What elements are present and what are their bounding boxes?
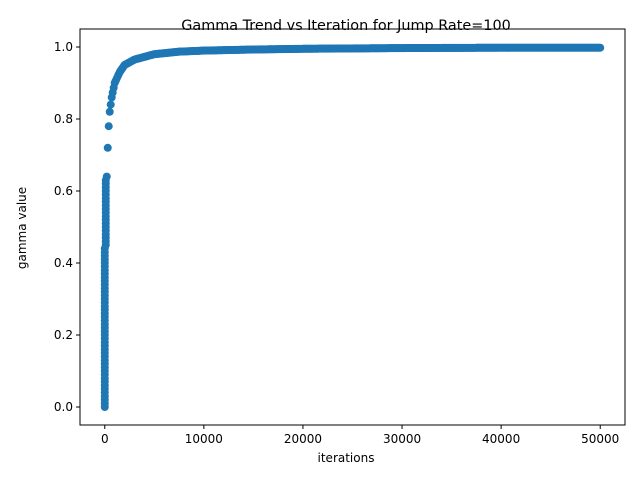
scatter-point (596, 43, 605, 52)
y-tick-label: 0.4 (54, 256, 73, 270)
scatter-point (102, 172, 111, 181)
y-tick-label: 0.2 (54, 328, 73, 342)
x-tick-label: 20000 (284, 432, 322, 446)
y-axis-label: gamma value (15, 187, 29, 269)
scatter-point (104, 122, 113, 131)
x-tick-label: 50000 (581, 432, 619, 446)
scatter-point (106, 100, 115, 109)
plot-area (100, 43, 605, 411)
y-tick-label: 0.6 (54, 184, 73, 198)
y-axis: 0.0 0.2 0.4 0.6 0.8 1.0 (54, 40, 80, 414)
y-tick-label: 1.0 (54, 40, 73, 54)
x-tick-label: 10000 (185, 432, 223, 446)
chart-title: Gamma Trend vs Iteration for Jump Rate=1… (181, 18, 511, 34)
x-tick-label: 40000 (482, 432, 520, 446)
y-tick-label: 0.0 (54, 400, 73, 414)
scatter-point (105, 107, 114, 116)
x-tick-label: 0 (101, 432, 109, 446)
x-tick-label: 30000 (383, 432, 421, 446)
axes-frame (79, 28, 626, 426)
x-axis: 0 10000 20000 30000 40000 50000 (101, 425, 619, 446)
x-axis-label: iterations (318, 451, 375, 465)
y-tick-label: 0.8 (54, 112, 73, 126)
scatter-point (103, 143, 112, 152)
